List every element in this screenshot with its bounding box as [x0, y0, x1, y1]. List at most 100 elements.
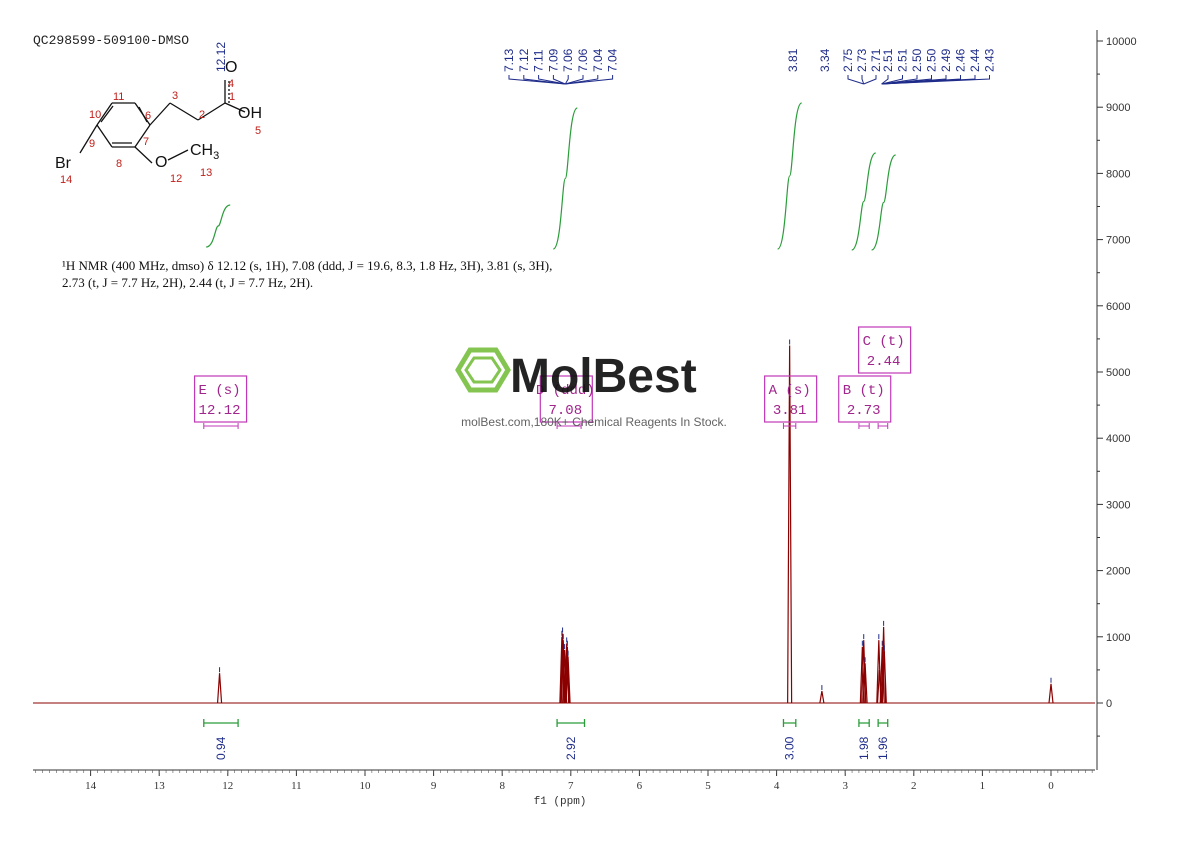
x-tick-label: 0: [1048, 780, 1054, 792]
x-tick-label: 11: [291, 780, 302, 792]
integral-range-bar: [556, 719, 586, 727]
peak-label-t2-leader: [881, 75, 990, 85]
x-tick-label: 6: [637, 780, 643, 792]
peak-label-t2: 2.51: [896, 48, 910, 72]
integral-range-bar: [203, 719, 239, 727]
multiplet-letter: A (s): [769, 383, 811, 399]
y-tick-label: 4000: [1106, 433, 1130, 445]
peak-label-t1-leader: [847, 75, 864, 85]
spectrum-peak: [787, 345, 793, 704]
multiplet-value: 12.12: [199, 403, 241, 419]
multiplet-range-bar: [556, 423, 582, 429]
peak-label-aromatic-leader: [565, 75, 614, 85]
peak-label-aromatic: 7.13: [502, 48, 516, 72]
integral-value: 3.00: [783, 736, 797, 760]
atom-number-1: 1: [229, 91, 235, 103]
multiplet-value: 2.73: [847, 403, 881, 419]
atom-number-4: 4: [228, 78, 234, 90]
integral-curve: [552, 107, 578, 250]
multiplet-letter: D (ddd): [536, 383, 595, 399]
integral-value: 0.94: [214, 736, 228, 760]
integral-annotations: 0.94 2.92 3.00 1.98 1.96: [203, 719, 890, 760]
y-tick-label: 9000: [1106, 102, 1130, 114]
peak-label-aromatic: 7.04: [591, 48, 605, 72]
multiplet-letter: B (t): [843, 383, 885, 399]
peak-label-aromatic: 7.09: [546, 48, 560, 72]
multiplet-range-bar: [877, 423, 889, 429]
atom-number-2: 2: [199, 109, 205, 121]
peak-label-t2: 2.43: [983, 48, 997, 72]
multiplet-letter: C (t): [863, 334, 905, 350]
peak-label-t1: 2.73: [855, 48, 869, 72]
peak-label-t1-leader: [861, 75, 865, 85]
atom-oh: OH: [238, 105, 262, 122]
y-tick-label: 8000: [1106, 168, 1130, 180]
atom-number-14: 14: [60, 174, 72, 186]
peak-label-aromatic: 7.04: [606, 48, 620, 72]
peak-label-aromatic: 7.06: [561, 48, 575, 72]
atom-number-11: 11: [113, 91, 124, 103]
peak-label-t2: 2.44: [968, 48, 982, 72]
atom-number-5: 5: [255, 125, 261, 137]
atom-number-9: 9: [89, 138, 95, 150]
peak-label-aromatic: 7.12: [517, 48, 531, 72]
atom-number-12: 12: [170, 173, 182, 185]
peak-label-aromatic-leader: [523, 75, 566, 85]
integral-curve: [851, 152, 877, 251]
spectrum-peak: [819, 690, 825, 704]
multiplet-box: [858, 326, 912, 374]
peak-label-t2-leader: [881, 75, 903, 85]
atom-number-6: 6: [145, 110, 151, 122]
x-tick-label: 13: [154, 780, 166, 792]
peak-label-aromatic-leader: [538, 75, 566, 85]
nmr-description-line-1: ¹H NMR (400 MHz, dmso) δ 12.12 (s, 1H), …: [62, 258, 552, 273]
multiplet-box: [193, 375, 248, 423]
spectrum-peak: [861, 640, 867, 704]
atom-br: Br: [55, 155, 72, 172]
peak-label-aromatic-leader: [565, 75, 584, 85]
peak-label-t2: 2.51: [881, 48, 895, 72]
peak-label-t2: 2.50: [910, 48, 924, 72]
watermark-tagline: molBest.com,180K+ Chemical Reagents In S…: [461, 415, 727, 429]
multiplet-letter: E (s): [199, 383, 241, 399]
x-axis-label: f1 (ppm): [534, 796, 587, 808]
spectrum-peak: [862, 663, 868, 704]
atom-number-7: 7: [143, 136, 149, 148]
atom-number-10: 10: [89, 109, 101, 121]
x-tick-label: 7: [568, 780, 574, 792]
multiplet-range-bar: [782, 423, 797, 429]
y-tick-label: 3000: [1106, 499, 1130, 511]
integral-curve: [777, 102, 803, 250]
molbest-watermark: MolBest molBest.com,180K+ Chemical Reage…: [455, 347, 727, 429]
sample-id-title: QC298599-509100-DMSO: [33, 33, 189, 48]
peak-label-methoxy: 3.81: [786, 48, 800, 72]
nmr-description-line-2: 2.73 (t, J = 7.7 Hz, 2H), 2.44 (t, J = 7…: [62, 275, 313, 290]
peak-label-t2: 2.49: [939, 48, 953, 72]
spectrum-peak: [881, 651, 887, 704]
integral-value: 2.92: [564, 736, 578, 760]
integral-range-bar: [782, 719, 797, 727]
peak-label-aromatic-leader: [565, 75, 599, 85]
y-tick-label: 2000: [1106, 566, 1130, 578]
peak-label-t2: 2.46: [954, 48, 968, 72]
atom-ch3: CH3: [190, 142, 219, 162]
peak-label-aromatic: 7.06: [576, 48, 590, 72]
peak-label-t2-leader: [881, 75, 889, 85]
multiplet-box: [539, 375, 593, 423]
x-tick-label: 8: [499, 780, 505, 792]
multiplet-box: [764, 375, 818, 423]
x-tick-label: 12: [222, 780, 233, 792]
y-tick-label: 0: [1106, 698, 1112, 710]
y-tick-label: 5000: [1106, 367, 1130, 379]
integral-range-bar: [877, 719, 889, 727]
multiplet-box: [838, 375, 892, 423]
integral-curve: [206, 204, 231, 248]
peak-label-aromatic-leader: [508, 75, 566, 85]
x-tick-label: 9: [431, 780, 437, 792]
peak-label-aromatic: 7.11: [532, 49, 546, 72]
integral-range-bar: [858, 719, 870, 727]
multiplet-range-bar: [858, 423, 870, 429]
peak-label-t2: 2.50: [925, 48, 939, 72]
